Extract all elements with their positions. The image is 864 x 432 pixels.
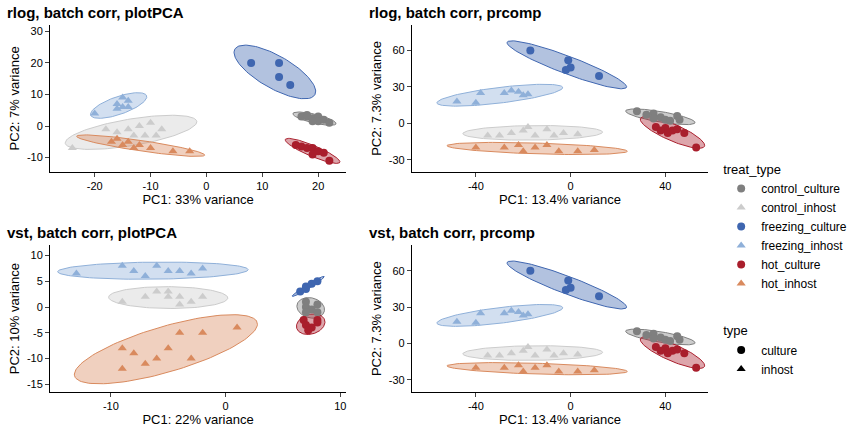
- svg-text:-10: -10: [27, 151, 43, 163]
- svg-text:0: 0: [399, 337, 405, 349]
- svg-text:10: 10: [31, 249, 43, 261]
- svg-text:10: 10: [256, 180, 268, 192]
- svg-text:-15: -15: [27, 378, 43, 390]
- svg-text:-30: -30: [389, 374, 405, 386]
- svg-text:PC1: 22% variance: PC1: 22% variance: [142, 412, 253, 427]
- svg-text:0: 0: [223, 400, 229, 412]
- svg-text:-10: -10: [27, 352, 43, 364]
- svg-text:hot_culture: hot_culture: [761, 258, 821, 272]
- svg-text:culture: culture: [761, 344, 797, 358]
- svg-text:type: type: [723, 324, 748, 339]
- svg-text:0: 0: [203, 180, 209, 192]
- svg-text:PC2: 7% variance: PC2: 7% variance: [7, 46, 22, 150]
- svg-text:-40: -40: [468, 400, 484, 412]
- svg-text:60: 60: [392, 265, 404, 277]
- svg-text:PC1: 33% variance: PC1: 33% variance: [142, 192, 253, 207]
- svg-text:treat_type: treat_type: [723, 162, 781, 177]
- svg-text:10: 10: [31, 88, 43, 100]
- svg-text:PC2: 10% variance: PC2: 10% variance: [7, 263, 22, 374]
- svg-text:5: 5: [37, 275, 43, 287]
- svg-text:30: 30: [392, 301, 404, 313]
- svg-text:20: 20: [312, 180, 324, 192]
- svg-text:0: 0: [37, 120, 43, 132]
- svg-text:-10: -10: [143, 180, 159, 192]
- svg-text:-10: -10: [103, 400, 119, 412]
- svg-text:hot_inhost: hot_inhost: [761, 277, 817, 291]
- svg-text:PC2: 7.3% variance: PC2: 7.3% variance: [369, 41, 384, 156]
- svg-text:40: 40: [659, 180, 671, 192]
- svg-text:0: 0: [37, 301, 43, 313]
- svg-text:-20: -20: [87, 180, 103, 192]
- svg-text:PC1: 13.4% variance: PC1: 13.4% variance: [499, 192, 621, 207]
- svg-text:30: 30: [392, 81, 404, 93]
- svg-text:inhost: inhost: [761, 363, 794, 377]
- svg-text:10: 10: [334, 400, 346, 412]
- svg-text:-5: -5: [33, 327, 43, 339]
- svg-text:vst, batch corr, prcomp: vst, batch corr, prcomp: [369, 224, 535, 241]
- svg-text:control_culture: control_culture: [761, 182, 840, 196]
- svg-text:40: 40: [659, 400, 671, 412]
- svg-text:30: 30: [31, 25, 43, 37]
- svg-text:PC2: 7.3% variance: PC2: 7.3% variance: [369, 261, 384, 376]
- svg-text:0: 0: [568, 180, 574, 192]
- svg-text:PC1: 13.4% variance: PC1: 13.4% variance: [499, 412, 621, 427]
- svg-text:0: 0: [399, 117, 405, 129]
- svg-text:-30: -30: [389, 154, 405, 166]
- svg-text:-40: -40: [468, 180, 484, 192]
- svg-text:control_inhost: control_inhost: [761, 201, 836, 215]
- svg-text:60: 60: [392, 44, 404, 56]
- svg-text:rlog, batch corr, plotPCA: rlog, batch corr, plotPCA: [7, 4, 184, 21]
- svg-text:freezing_inhost: freezing_inhost: [761, 239, 843, 253]
- svg-text:20: 20: [31, 57, 43, 69]
- svg-text:0: 0: [568, 400, 574, 412]
- svg-text:vst, batch corr, plotPCA: vst, batch corr, plotPCA: [7, 224, 177, 241]
- svg-text:freezing_culture: freezing_culture: [761, 220, 847, 234]
- svg-text:rlog, batch corr, prcomp: rlog, batch corr, prcomp: [369, 4, 542, 21]
